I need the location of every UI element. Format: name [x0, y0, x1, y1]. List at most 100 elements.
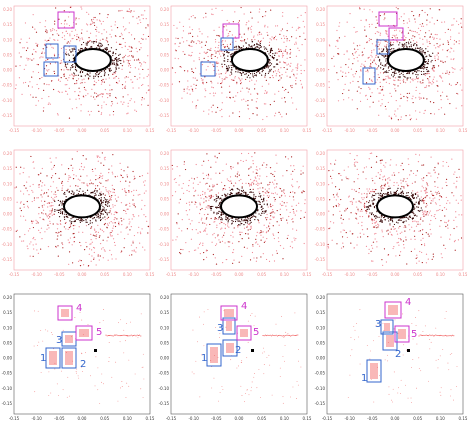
- y-tick-label: 0.10: [316, 181, 325, 186]
- lidar-point: [286, 202, 288, 204]
- lidar-point: [72, 75, 75, 78]
- lidar-point: [401, 185, 403, 188]
- lidar-point: [405, 44, 407, 46]
- lidar-point: [42, 110, 45, 112]
- lidar-point: [432, 69, 434, 71]
- lidar-point: [147, 24, 149, 26]
- lidar-point: [93, 257, 95, 259]
- lidar-point: [230, 182, 233, 184]
- lidar-point: [381, 103, 383, 105]
- lidar-point: [191, 89, 194, 91]
- lidar-point: [97, 79, 100, 81]
- lidar-point: [134, 206, 136, 208]
- lidar-point: [113, 213, 115, 216]
- lidar-point: [330, 163, 332, 165]
- lidar-point: [110, 69, 112, 71]
- lidar-point: [214, 50, 216, 52]
- lidar-point: [383, 67, 385, 70]
- lidar-point: [228, 67, 230, 69]
- lidar-point: [59, 220, 62, 222]
- lidar-point: [221, 198, 223, 200]
- lidar-point: [434, 57, 436, 59]
- lidar-point: [65, 189, 67, 192]
- lidar-point: [298, 185, 300, 188]
- lidar-point: [181, 97, 183, 99]
- lidar-point: [270, 49, 272, 51]
- lidar-point: [127, 94, 129, 96]
- lidar-point: [257, 21, 259, 23]
- lidar-point: [93, 258, 95, 260]
- lidar-point: [229, 97, 232, 99]
- lidar-point: [252, 171, 254, 173]
- lidar-point: [89, 222, 91, 224]
- lidar-point: [434, 172, 436, 174]
- lidar-point: [100, 162, 102, 164]
- lidar-point: [380, 190, 383, 192]
- lidar-point: [390, 159, 392, 161]
- lidar-point: [240, 46, 242, 49]
- lidar-point: [92, 18, 95, 20]
- lidar-point: [84, 81, 86, 84]
- lidar-point: [68, 117, 71, 119]
- lidar-point: [227, 68, 229, 70]
- lidar-point: [130, 34, 133, 36]
- lidar-point: [93, 80, 96, 82]
- lidar-point: [187, 70, 189, 72]
- lidar-point: [99, 255, 101, 257]
- lidar-point: [90, 238, 92, 241]
- lidar-point: [202, 81, 204, 83]
- lidar-point: [213, 69, 215, 72]
- lidar-point: [205, 250, 207, 252]
- lidar-point: [416, 31, 418, 34]
- lidar-point: [203, 213, 206, 216]
- lidar-point: [387, 71, 389, 73]
- lidar-point: [127, 102, 129, 104]
- lidar-point: [205, 256, 208, 258]
- lidar-point: [20, 201, 22, 203]
- lidar-point: [24, 81, 27, 84]
- lidar-point: [250, 178, 252, 181]
- lidar-point: [368, 200, 371, 202]
- lidar-point: [51, 209, 53, 212]
- lidar-point: [261, 71, 263, 73]
- lidar-point: [99, 94, 101, 96]
- lidar-point: [414, 30, 416, 33]
- lidar-point: [41, 212, 43, 214]
- lidar-point: [192, 77, 194, 79]
- lidar-point: [445, 181, 447, 183]
- lidar-point: [304, 199, 306, 201]
- lidar-point: [246, 22, 248, 24]
- lidar-point: [424, 72, 426, 75]
- lidar-point: [408, 18, 410, 20]
- lidar-point: [23, 206, 25, 208]
- lidar-point: [395, 191, 397, 194]
- lidar-point: [368, 158, 370, 160]
- lidar-point: [412, 79, 414, 82]
- lidar-point: [199, 231, 201, 233]
- lidar-point: [102, 257, 104, 259]
- lidar-point: [211, 13, 213, 15]
- lidar-point: [257, 40, 259, 42]
- lidar-point: [135, 189, 138, 191]
- lidar-point: [370, 79, 373, 81]
- lidar-point: [73, 47, 75, 49]
- lidar-point: [93, 24, 96, 27]
- lidar-point: [381, 195, 383, 197]
- lidar-point: [400, 116, 402, 118]
- lidar-point: [188, 201, 190, 203]
- lidar-point: [303, 70, 305, 72]
- lidar-point: [458, 43, 460, 45]
- lidar-point: [414, 193, 417, 196]
- lidar-point: [270, 9, 272, 11]
- lidar-point: [415, 174, 417, 176]
- lidar-point: [98, 236, 100, 238]
- lidar-point: [394, 77, 397, 79]
- lidar-point: [350, 242, 352, 244]
- lidar-point: [197, 194, 199, 196]
- lidar-point: [108, 77, 110, 79]
- lidar-point: [264, 92, 266, 94]
- lidar-point: [423, 73, 425, 75]
- lidar-point: [285, 113, 288, 115]
- lidar-point: [139, 77, 141, 79]
- lidar-point: [263, 210, 265, 212]
